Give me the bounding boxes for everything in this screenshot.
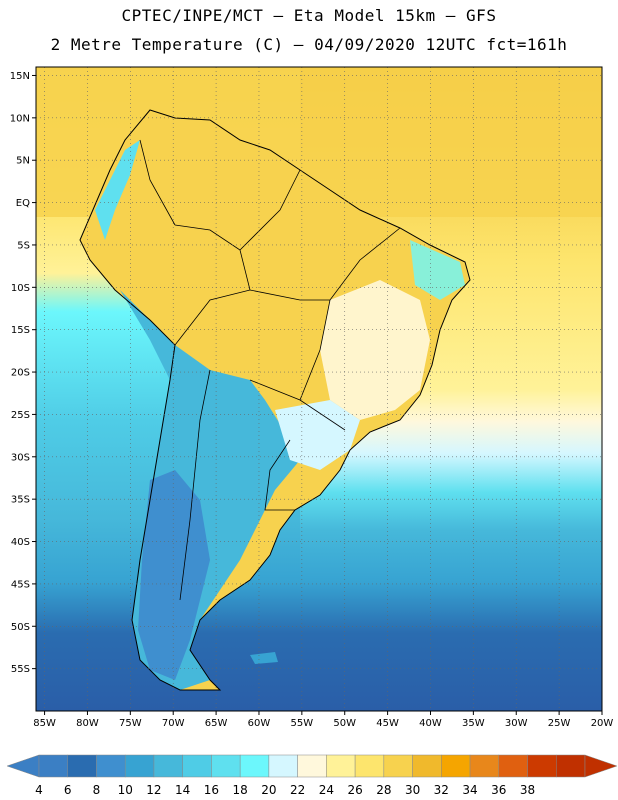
lon-tick-label: 55W: [291, 718, 314, 729]
northeast-brazil-region: [410, 240, 465, 300]
andes-cold-spine: [95, 140, 140, 240]
coastline: [79, 109, 471, 691]
lat-tick-label: 5N: [16, 156, 30, 167]
colorbar-swatch: [354, 754, 385, 778]
colorbar-label: 22: [290, 783, 305, 797]
lat-tick-label: 40S: [11, 537, 30, 548]
lat-tick-label: 30S: [11, 452, 30, 463]
falkland-islands: [250, 652, 278, 664]
lat-tick-label: 15N: [10, 71, 30, 82]
colorbar-swatch: [96, 754, 126, 778]
lat-tick-label: EQ: [16, 198, 30, 209]
colorbar-swatch: [182, 754, 212, 778]
lon-tick-label: 70W: [162, 718, 185, 729]
lat-tick-label: 55S: [11, 664, 30, 675]
lat-tick-label: 5S: [17, 240, 30, 251]
colorbar-label: 18: [233, 783, 248, 797]
colorbar-label: 14: [175, 783, 190, 797]
map-field: [36, 67, 602, 711]
lon-tick-label: 65W: [205, 718, 228, 729]
lon-tick-label: 80W: [76, 718, 99, 729]
colorbar-swatch: [441, 754, 471, 778]
lon-tick-label: 50W: [333, 718, 356, 729]
colorbar-label: 4: [35, 783, 43, 797]
lat-tick-label: 10S: [11, 283, 30, 294]
colorbar-label: 6: [64, 783, 72, 797]
colorbar-swatch: [67, 754, 97, 778]
colorbar-label: 30: [405, 783, 420, 797]
colorbar-swatch: [239, 754, 270, 778]
colorbar-label: 16: [204, 783, 219, 797]
lat-tick-label: 45S: [11, 579, 30, 590]
colorbar-label: 8: [93, 783, 101, 797]
lon-tick-label: 60W: [248, 718, 271, 729]
color-legend: 4 6 8 10 12 14 16 18 20 22 24 26 28 30 32 34 36 38: [6, 754, 618, 797]
lon-tick-label: 35W: [462, 718, 485, 729]
colorbar-swatch: [498, 754, 528, 778]
colorbar-swatch: [469, 754, 500, 778]
colorbar-swatch: [556, 754, 586, 778]
colorbar-swatch: [124, 754, 155, 778]
colorbar-label: 34: [462, 783, 477, 797]
map-frame: [35, 66, 603, 712]
longitude-labels: 85W 80W 75W 70W 65W 60W 55W 50W 45W 40W 35W 30W 25W 2…: [33, 711, 613, 729]
southeast-brazil-region: [275, 400, 360, 470]
latitude-labels: 15N 10N 5N EQ 5S 10S 15S 20S 25S 30S 35S 40S 45S 50S 5…: [10, 71, 36, 675]
colorbar-label: 24: [319, 783, 334, 797]
colorbar-low-arrow: [6, 754, 40, 778]
colorbar-label: 26: [347, 783, 362, 797]
colorbar-swatch: [153, 754, 183, 778]
lat-lon-grid: [36, 67, 602, 711]
lat-tick-label: 10N: [10, 113, 30, 124]
colorbar-swatch: [38, 754, 68, 778]
lat-tick-label: 35S: [11, 495, 30, 506]
lat-tick-label: 25S: [11, 410, 30, 421]
colorbar-swatch: [412, 754, 442, 778]
map-title-line1: CPTEC/INPE/MCT – Eta Model 15km – GFS: [121, 6, 497, 25]
colorbar-swatch: [527, 754, 557, 778]
lon-tick-label: 75W: [119, 718, 142, 729]
map-title-line2: 2 Metre Temperature (C) – 04/09/2020 12U…: [50, 35, 568, 54]
colorbar-label: 10: [118, 783, 133, 797]
colorbar-swatch: [383, 754, 413, 778]
lat-tick-label: 50S: [11, 622, 30, 633]
lon-tick-label: 25W: [548, 718, 571, 729]
colorbar-label: 28: [376, 783, 391, 797]
lat-tick-label: 20S: [11, 368, 30, 379]
lon-tick-label: 45W: [376, 718, 399, 729]
colorbar-label: 36: [491, 783, 506, 797]
lon-tick-label: 30W: [505, 718, 528, 729]
colorbar-swatch: [211, 754, 241, 778]
colorbar-label: 38: [520, 783, 535, 797]
colorbar-swatch: [297, 754, 327, 778]
lon-tick-label: 40W: [419, 718, 442, 729]
colorbar-high-arrow: [584, 754, 618, 778]
lat-tick-label: 15S: [11, 325, 30, 336]
colorbar-swatch: [268, 754, 298, 778]
brazil-plateau-region: [320, 280, 430, 420]
colorbar-label: 32: [434, 783, 449, 797]
colorbar-swatch: [326, 754, 356, 778]
lon-tick-label: 20W: [591, 718, 614, 729]
colorbar-label: 12: [146, 783, 161, 797]
lon-tick-label: 85W: [33, 718, 56, 729]
colorbar-label: 20: [261, 783, 276, 797]
patagonia-cold-region: [138, 470, 210, 680]
